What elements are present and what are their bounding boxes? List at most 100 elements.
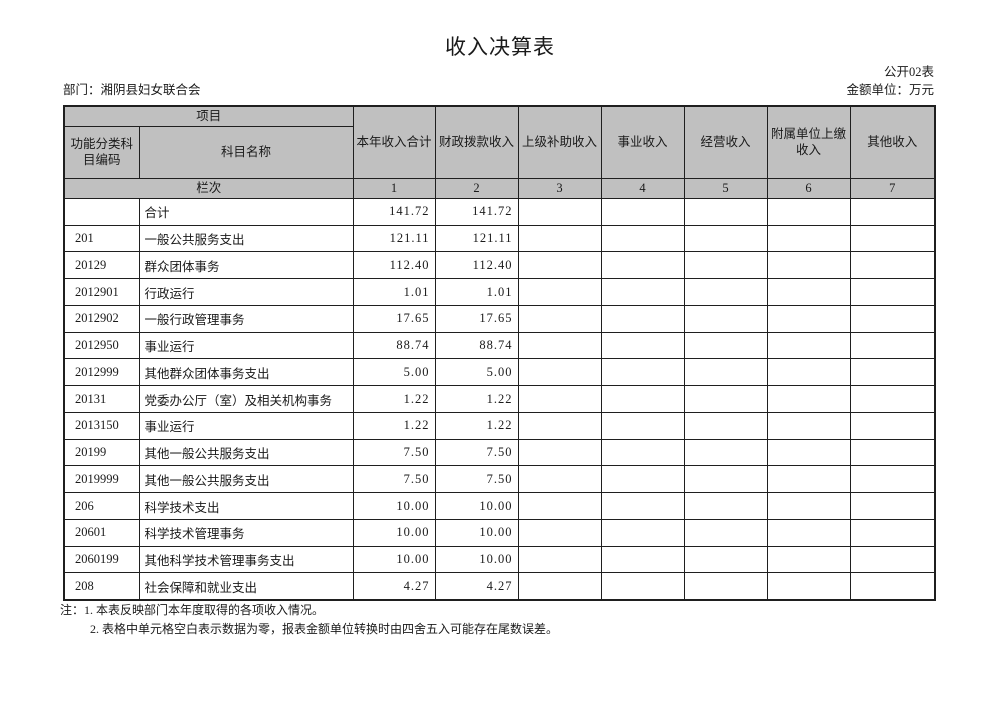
table-row: 208 社会保障和就业支出 4.27 4.27: [63, 572, 936, 601]
row-value-fiscal-appropriation: 10.00: [434, 518, 519, 547]
table-row: 201 一般公共服务支出 121.11 121.11: [63, 224, 936, 253]
table-row: 2019999 其他一般公共服务支出 7.50 7.50: [63, 465, 936, 494]
row-value-operating-income: [683, 358, 768, 387]
row-value-affiliated-unit-payment: [766, 224, 851, 253]
header-col-other-income: 其他收入: [849, 105, 936, 179]
column-number: 4: [600, 177, 685, 199]
row-value-superior-subsidy: [517, 197, 602, 226]
row-value-affiliated-unit-payment: [766, 278, 851, 306]
row-value-affiliated-unit-payment: [766, 572, 851, 601]
meta-row: 部门：湘阴县妇女联合会 金额单位：万元: [63, 79, 934, 98]
row-function-code: 20601: [63, 518, 140, 547]
row-value-affiliated-unit-payment: [766, 304, 851, 333]
row-value-total-income: 10.00: [352, 492, 436, 520]
table-row: 2012950 事业运行 88.74 88.74: [63, 331, 936, 360]
row-value-operating-income: [683, 331, 768, 360]
row-value-total-income: 1.01: [352, 278, 436, 306]
row-value-operating-income: [683, 518, 768, 547]
column-number: 7: [849, 177, 936, 199]
header-row-project: 项目 本年收入合计 财政拨款收入 上级补助收入 事业收入 经营收入 附属单位上缴…: [63, 105, 936, 179]
row-value-other-income: [849, 438, 936, 467]
header-subject-name: 科目名称: [138, 125, 354, 179]
row-value-superior-subsidy: [517, 278, 602, 306]
header-col-operating-income: 经营收入: [683, 105, 768, 179]
row-function-code: 20199: [63, 438, 140, 467]
row-value-superior-subsidy: [517, 518, 602, 547]
row-value-other-income: [849, 224, 936, 253]
row-value-fiscal-appropriation: 1.01: [434, 278, 519, 306]
row-subject-name: 科学技术管理事务: [138, 518, 354, 547]
row-value-business-income: [600, 492, 685, 520]
row-value-other-income: [849, 465, 936, 494]
row-value-total-income: 141.72: [352, 197, 436, 226]
row-value-operating-income: [683, 572, 768, 601]
row-value-business-income: [600, 545, 685, 574]
header-col-affiliated-unit-payment: 附属单位上缴收入: [766, 105, 851, 179]
row-value-fiscal-appropriation: 1.22: [434, 385, 519, 413]
row-value-total-income: 112.40: [352, 251, 436, 280]
row-value-business-income: [600, 331, 685, 360]
notes: 注：1. 本表反映部门本年度取得的各项收入情况。 2. 表格中单元格空白表示数据…: [60, 601, 558, 638]
row-value-fiscal-appropriation: 10.00: [434, 545, 519, 574]
header-col-business-income: 事业收入: [600, 105, 685, 179]
header-project: 项目: [63, 105, 354, 127]
row-value-superior-subsidy: [517, 304, 602, 333]
row-subject-name: 其他一般公共服务支出: [138, 438, 354, 467]
row-value-fiscal-appropriation: 7.50: [434, 465, 519, 494]
row-value-operating-income: [683, 224, 768, 253]
row-function-code: 20131: [63, 385, 140, 413]
row-value-other-income: [849, 572, 936, 601]
row-value-total-income: 17.65: [352, 304, 436, 333]
header-col-superior-subsidy: 上级补助收入: [517, 105, 602, 179]
row-function-code: 2012901: [63, 278, 140, 306]
row-value-superior-subsidy: [517, 438, 602, 467]
table-row: 2012999 其他群众团体事务支出 5.00 5.00: [63, 358, 936, 387]
row-value-fiscal-appropriation: 10.00: [434, 492, 519, 520]
row-function-code: 2012902: [63, 304, 140, 333]
note-line-2: 2. 表格中单元格空白表示数据为零，报表金额单位转换时由四舍五入可能存在尾数误差…: [90, 621, 559, 636]
note-line-1: 注：1. 本表反映部门本年度取得的各项收入情况。: [60, 603, 325, 617]
row-value-operating-income: [683, 278, 768, 306]
row-value-business-income: [600, 197, 685, 226]
row-value-fiscal-appropriation: 141.72: [434, 197, 519, 226]
row-subject-name: 事业运行: [138, 411, 354, 440]
row-value-total-income: 1.22: [352, 411, 436, 440]
row-value-other-income: [849, 385, 936, 413]
row-value-business-income: [600, 518, 685, 547]
row-value-other-income: [849, 411, 936, 440]
row-function-code: 208: [63, 572, 140, 601]
header-row-subheaders: 功能分类科目编码 科目名称: [63, 125, 935, 179]
row-subject-name: 一般行政管理事务: [138, 304, 354, 333]
row-function-code: 2013150: [63, 411, 140, 440]
row-value-total-income: 7.50: [352, 465, 436, 494]
row-value-total-income: 121.11: [352, 224, 436, 253]
row-value-superior-subsidy: [517, 358, 602, 387]
row-value-affiliated-unit-payment: [766, 492, 851, 520]
header-col-fiscal-appropriation: 财政拨款收入: [434, 105, 519, 179]
row-value-fiscal-appropriation: 5.00: [434, 358, 519, 387]
row-subject-name: 事业运行: [138, 331, 354, 360]
income-table: 项目 本年收入合计 财政拨款收入 上级补助收入 事业收入 经营收入 附属单位上缴…: [63, 105, 937, 601]
row-value-operating-income: [683, 251, 768, 280]
column-number: 5: [683, 177, 768, 199]
row-value-fiscal-appropriation: 112.40: [434, 251, 519, 280]
table-row: 2012902 一般行政管理事务 17.65 17.65: [63, 304, 936, 333]
row-value-other-income: [849, 331, 936, 360]
row-value-affiliated-unit-payment: [766, 251, 851, 280]
row-value-operating-income: [683, 438, 768, 467]
row-value-affiliated-unit-payment: [766, 358, 851, 387]
row-value-other-income: [849, 518, 936, 547]
row-value-total-income: 1.22: [352, 385, 436, 413]
row-value-operating-income: [683, 465, 768, 494]
row-value-superior-subsidy: [517, 331, 602, 360]
row-value-affiliated-unit-payment: [766, 197, 851, 226]
row-value-other-income: [849, 278, 936, 306]
row-value-fiscal-appropriation: 17.65: [434, 304, 519, 333]
page-title: 收入决算表: [445, 35, 555, 59]
table-row: 20601 科学技术管理事务 10.00 10.00: [63, 518, 936, 547]
column-number: 3: [517, 177, 602, 199]
row-value-affiliated-unit-payment: [766, 331, 851, 360]
row-subject-name: 合计: [138, 197, 354, 226]
row-subject-name: 一般公共服务支出: [138, 224, 354, 253]
row-value-total-income: 10.00: [352, 518, 436, 547]
